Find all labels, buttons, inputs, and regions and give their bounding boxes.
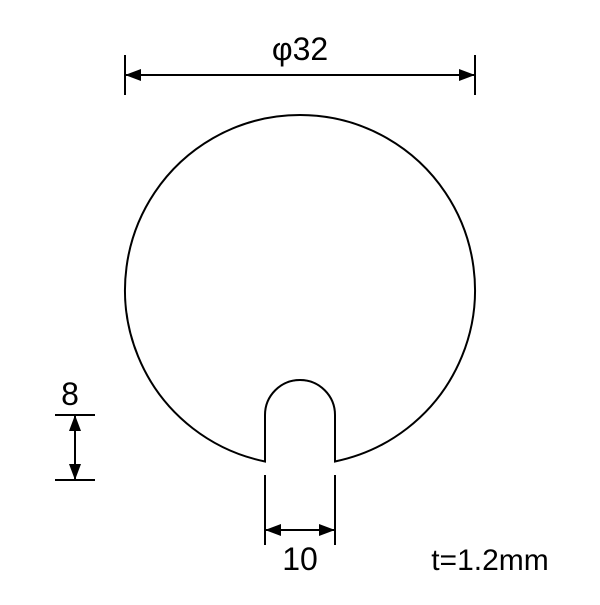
dimension-slot-10: 10 [265, 475, 335, 577]
engineering-drawing: φ32 8 10 t=1.2mm [0, 0, 600, 600]
dimension-diameter-label: φ32 [272, 31, 328, 67]
thickness-note: t=1.2mm [431, 544, 549, 577]
part-outline [125, 115, 475, 461]
dimension-slot-10-label: 10 [282, 541, 318, 577]
dimension-height-8: 8 [55, 376, 95, 480]
dimension-diameter: φ32 [125, 31, 475, 95]
dimension-height-8-label: 8 [61, 376, 79, 412]
